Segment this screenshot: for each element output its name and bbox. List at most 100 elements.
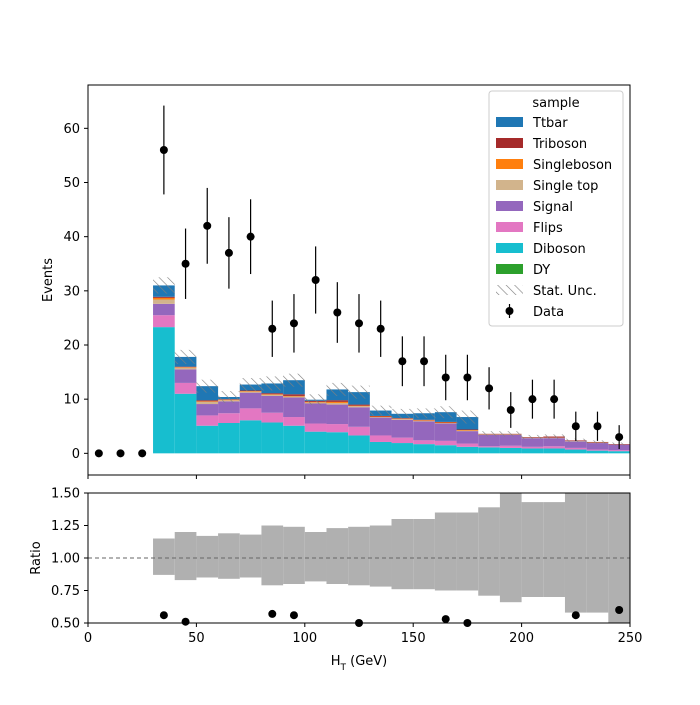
bar-segment xyxy=(153,299,175,304)
stat-unc-hatch xyxy=(326,382,349,396)
ratio-unc-band xyxy=(153,493,630,623)
bar-segment xyxy=(196,415,219,426)
legend-label: DY xyxy=(533,263,550,278)
bar-segment xyxy=(326,402,349,405)
bar-segment xyxy=(348,426,370,436)
stat-unc-hatch xyxy=(499,431,522,437)
ratio-unc-segment xyxy=(564,493,587,613)
data-point xyxy=(268,324,277,333)
bar-segment xyxy=(434,423,457,441)
bar-segment xyxy=(586,449,609,451)
ratio-unc-segment xyxy=(174,532,197,581)
ratio-unc-segment xyxy=(261,525,284,586)
bar-segment xyxy=(261,412,284,423)
bar-segment xyxy=(174,393,197,454)
x-tick-label: 200 xyxy=(509,631,534,646)
ratio-unc-segment xyxy=(369,525,392,587)
ratio-point xyxy=(268,609,277,618)
x-axis-label: HT (GeV) xyxy=(331,654,388,673)
data-point xyxy=(246,232,255,241)
bar-segment xyxy=(434,445,457,454)
stat-unc-hatch xyxy=(478,431,500,437)
ratio-unc-segment xyxy=(413,519,435,590)
data-point xyxy=(398,357,407,366)
bar-segment xyxy=(218,413,240,423)
y-tick-label: 0 xyxy=(72,447,80,462)
bar-segment xyxy=(174,367,197,368)
bar-segment xyxy=(196,404,219,416)
bar-segment xyxy=(239,420,262,454)
bar-segment xyxy=(196,400,219,402)
bar-segment xyxy=(478,434,500,447)
bar-segment xyxy=(348,404,370,406)
bar-segment xyxy=(499,445,522,448)
legend-swatch-hatch xyxy=(496,285,523,295)
legend-label: Data xyxy=(533,305,564,320)
bar-segment xyxy=(174,382,197,394)
bar-segment xyxy=(239,391,262,393)
bar-segment xyxy=(326,424,349,433)
bar-segment xyxy=(283,394,305,396)
bar-segment xyxy=(174,366,197,368)
data-point xyxy=(311,276,320,284)
data-point xyxy=(376,324,385,333)
stat-unc-hatch xyxy=(456,410,479,424)
stat-unc-hatch xyxy=(283,373,305,387)
x-tick-label: 250 xyxy=(618,631,643,646)
bar-segment xyxy=(283,396,305,398)
ratio-unc-segment xyxy=(608,493,630,623)
bar-segment xyxy=(369,416,392,418)
ratio-point xyxy=(289,611,298,620)
bar-segment xyxy=(239,392,262,409)
x-tick-label: 150 xyxy=(401,631,426,646)
ratio-unc-segment xyxy=(586,493,609,613)
data-point xyxy=(224,248,233,257)
legend-swatch xyxy=(496,201,523,211)
bar-segment xyxy=(348,407,370,427)
bar-segment xyxy=(456,431,479,444)
legend-label: Single top xyxy=(533,179,598,194)
legend-item: DY xyxy=(496,263,550,278)
stat-unc-hatch xyxy=(391,408,414,419)
bar-segment xyxy=(196,401,219,402)
data-point xyxy=(289,319,298,328)
main-plot-panel: 0 10 20 30 40 50 60 Events xyxy=(41,84,631,479)
bar-segment xyxy=(369,415,392,417)
ratio-unc-segment xyxy=(218,533,240,579)
data-point xyxy=(528,395,537,404)
legend-label: Diboson xyxy=(533,242,586,257)
x-tick-label: 50 xyxy=(188,631,205,646)
bar-segment xyxy=(564,447,587,450)
ratio-unc-segment xyxy=(499,493,522,603)
bar-segment xyxy=(369,441,392,454)
bar-segment xyxy=(196,401,219,405)
ratio-unc-segment xyxy=(326,528,349,584)
data-point xyxy=(94,449,103,458)
data-point xyxy=(506,406,515,414)
bar-segment xyxy=(413,420,435,422)
data-point xyxy=(138,449,147,458)
legend-swatch xyxy=(496,222,523,232)
bar-segment xyxy=(456,430,479,432)
y-tick-label: 50 xyxy=(63,176,80,191)
bar-segment xyxy=(499,447,522,454)
stat-unc-hatch xyxy=(196,379,219,393)
data-point xyxy=(420,357,429,366)
bar-segment xyxy=(456,430,479,431)
bar-segment xyxy=(218,401,240,414)
bar-segment xyxy=(348,405,370,407)
bar-segment xyxy=(391,419,414,420)
bar-segment xyxy=(153,297,175,300)
bar-segment xyxy=(434,421,457,423)
main-y-axis: 0 10 20 30 40 50 60 xyxy=(63,122,88,462)
bar-segment xyxy=(456,429,479,431)
ratio-points xyxy=(159,606,624,627)
ratio-y-axis-label: Ratio xyxy=(29,541,44,574)
bar-segment xyxy=(369,417,392,436)
legend-item: Flips xyxy=(496,221,563,236)
stat-unc-hatch xyxy=(413,408,435,419)
legend-swatch xyxy=(496,243,523,253)
legend-label: Triboson xyxy=(532,137,587,152)
bar-segment xyxy=(153,296,175,298)
